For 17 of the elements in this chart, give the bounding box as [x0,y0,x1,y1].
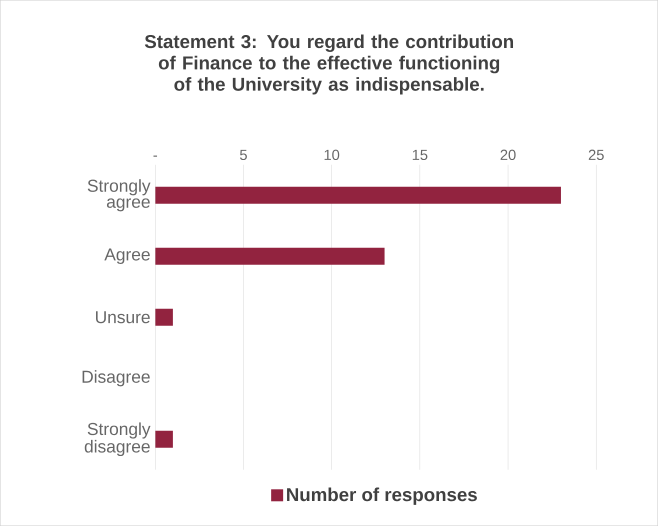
x-tick-label: 20 [500,150,516,160]
x-tick-label: - [153,156,158,157]
chart-title: Statement 3: You regard the contribution of Finance to the effective functioning of the University as indispensable. [144,34,514,95]
y-tick-label: Disagree [82,370,150,386]
bar [155,186,561,204]
x-tick-label: 5 [240,150,247,160]
y-tick-label: Strongly agree [88,179,151,212]
bar [155,430,173,448]
bar [155,248,385,265]
x-tick-label: 25 [588,150,604,160]
y-tick-label: Agree [104,248,150,264]
y-tick-label: Unsure [96,311,150,324]
x-tick-label: 10 [324,150,340,160]
bar [155,308,173,326]
y-tick-label: Strongly disagree [84,422,151,456]
x-tick-label: 15 [412,150,428,160]
legend-label: Number of responses [287,488,477,505]
